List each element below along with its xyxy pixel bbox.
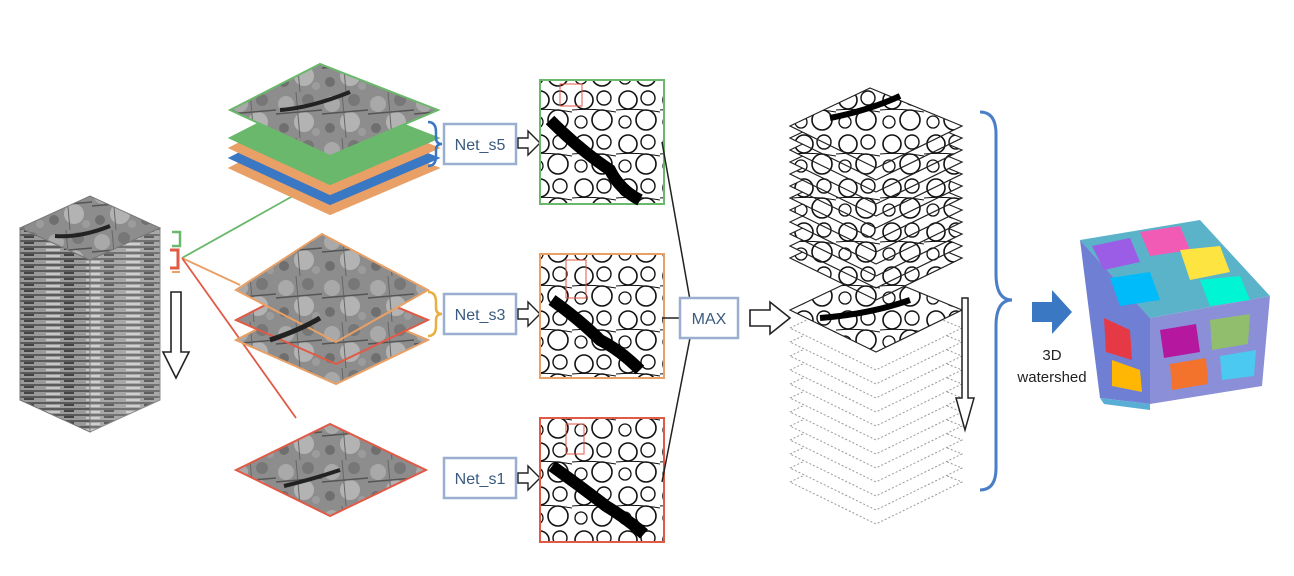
prob-map-s1 bbox=[539, 417, 665, 543]
max-label: MAX bbox=[692, 311, 727, 328]
net-box-s1: Net_s1 bbox=[442, 456, 518, 500]
input-volume bbox=[18, 195, 162, 433]
segmented-slice bbox=[788, 87, 964, 169]
slice-s1 bbox=[233, 422, 429, 518]
watershed-label-line1: 3D bbox=[1042, 347, 1061, 364]
right-arrow-icon bbox=[517, 129, 541, 157]
output-stack bbox=[788, 87, 964, 525]
merge-lines bbox=[661, 141, 691, 483]
watershed-label-line2: watershed bbox=[1016, 369, 1086, 386]
slice-brackets bbox=[170, 230, 182, 273]
blue-arrow-icon bbox=[1032, 290, 1072, 334]
net-box-s5: Net_s5 bbox=[442, 122, 518, 166]
down-arrow-icon bbox=[955, 297, 975, 433]
brace-icon bbox=[979, 110, 1013, 492]
brace-icon bbox=[427, 290, 443, 338]
prob-map-s3 bbox=[539, 253, 665, 379]
net-label-s1: Net_s1 bbox=[455, 471, 506, 488]
slice-stack-s3 bbox=[233, 232, 431, 386]
brace-icon bbox=[427, 120, 443, 168]
right-arrow-icon bbox=[749, 300, 792, 336]
net-label-s3: Net_s3 bbox=[455, 307, 506, 324]
max-box: MAX bbox=[678, 296, 740, 340]
neuron-streak bbox=[829, 93, 902, 121]
neuron-streak bbox=[819, 297, 911, 321]
right-arrow-icon bbox=[517, 300, 541, 328]
down-arrow-icon bbox=[161, 291, 191, 380]
slice-stack-s5 bbox=[227, 62, 441, 216]
prob-map-s5 bbox=[539, 79, 665, 206]
segmentation-cube bbox=[1080, 220, 1270, 410]
net-box-s3: Net_s3 bbox=[442, 292, 518, 336]
net-label-s5: Net_s5 bbox=[455, 137, 506, 154]
right-arrow-icon bbox=[517, 464, 541, 492]
